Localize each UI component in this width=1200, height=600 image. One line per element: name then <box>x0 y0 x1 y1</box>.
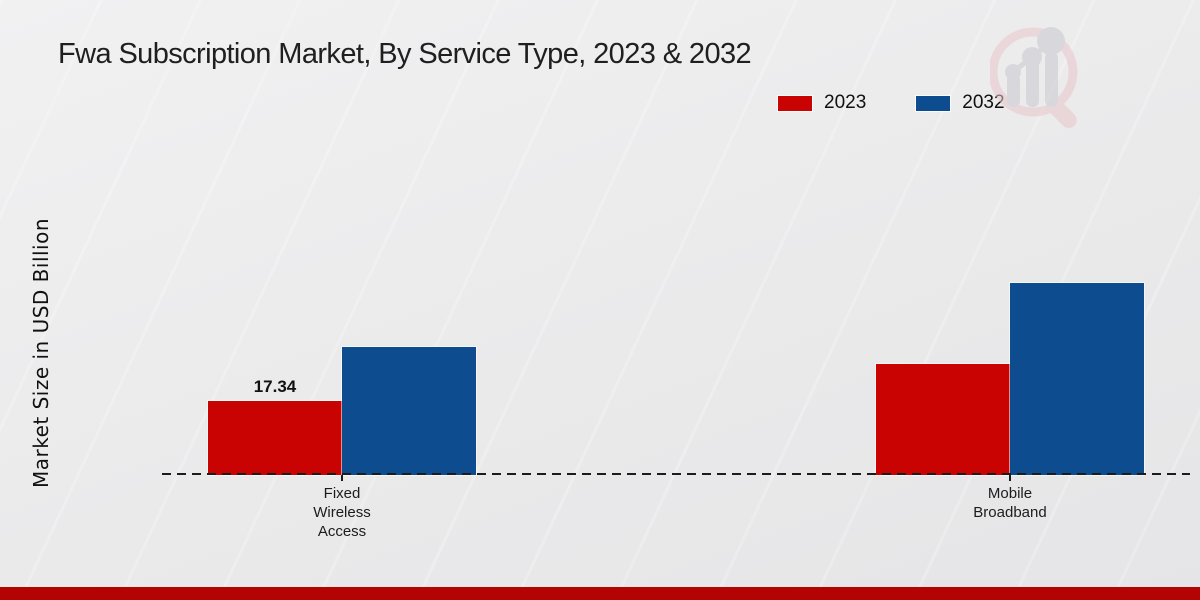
bar-2023-fixed-wireless-access <box>208 401 342 475</box>
legend: 2023 2032 <box>778 92 1005 114</box>
legend-label-2032: 2032 <box>962 92 1005 113</box>
bar-2032-mobile-broadband <box>1010 283 1144 475</box>
bar-value-label-2023-fixed-wireless-access: 17.34 <box>253 377 297 396</box>
legend-swatch-2032-icon <box>916 95 951 111</box>
bar-2023-mobile-broadband <box>876 364 1010 475</box>
bar-2032-fixed-wireless-access <box>342 347 476 475</box>
x-axis-label-mobile-broadband: Mobile Broadband <box>973 485 1047 521</box>
x-axis-tick-mobile-broadband <box>1009 475 1011 481</box>
legend-item-2032: 2032 <box>916 92 1005 114</box>
x-axis-label-fixed-wireless-access: Fixed Wireless Access <box>313 485 371 540</box>
bottom-accent-bar <box>0 587 1200 600</box>
chart-title: Fwa Subscription Market, By Service Type… <box>58 38 752 70</box>
x-axis-baseline <box>162 473 1190 475</box>
x-axis-tick-fixed-wireless-access <box>341 475 343 481</box>
legend-swatch-2023-icon <box>778 95 812 111</box>
legend-label-2023: 2023 <box>824 92 867 113</box>
legend-item-2023: 2023 <box>778 92 866 114</box>
magnifier-growth-chart-watermark-icon <box>988 22 1090 137</box>
